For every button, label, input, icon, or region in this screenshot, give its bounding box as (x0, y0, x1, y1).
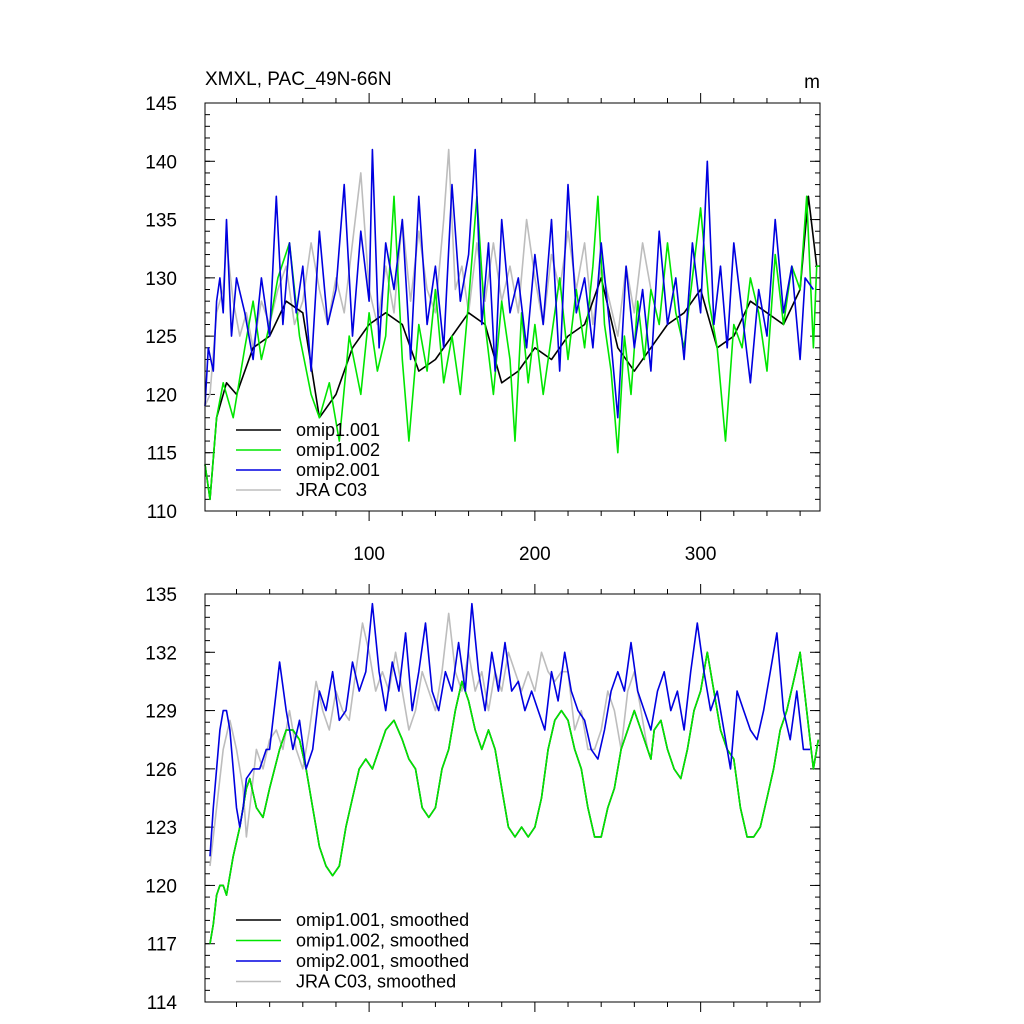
unit-label: m (804, 72, 820, 93)
top-x-tick-label: 200 (519, 544, 551, 565)
bottom-legend-label: omip2.001, smoothed (296, 951, 469, 971)
bottom-panel: 114 117 120 123 126 129 132 135 omip1.001, smoo… (145, 584, 821, 1014)
bottom-series-line-0 (209, 651, 820, 944)
bottom-y-tick-label: 132 (145, 643, 177, 664)
chart-title: XMXL, PAC_49N-66N (205, 69, 392, 90)
top-x-tick-label: 300 (685, 544, 717, 565)
top-y-tick-label: 130 (145, 269, 177, 290)
top-series-line-2 (204, 148, 815, 419)
top-legend-label: JRA C03 (296, 480, 367, 500)
bottom-axes: 114 117 120 123 126 129 132 135 (145, 584, 820, 1014)
top-y-tick-label: 115 (147, 444, 177, 465)
bottom-y-tick-label: 114 (147, 993, 178, 1014)
bottom-legend-label: omip1.001, smoothed (296, 910, 469, 930)
bottom-plot-frame (204, 593, 821, 1003)
bottom-y-tick-label: 135 (145, 585, 177, 606)
bottom-y-tick-label: 123 (145, 818, 177, 839)
top-legend-label: omip1.001 (296, 420, 380, 440)
top-x-tick-label: 100 (353, 544, 385, 565)
bottom-y-tick-label: 117 (147, 935, 177, 956)
top-y-tick-label: 120 (145, 385, 177, 406)
bottom-legend-label: omip1.002, smoothed (296, 931, 469, 951)
top-legend-label: omip2.001 (296, 460, 380, 480)
bottom-series-line-1 (209, 651, 820, 944)
top-y-tick-label: 110 (147, 502, 177, 523)
top-panel: XMXL, PAC_49N-66N m 110 115 120 125 130 135 14… (145, 69, 821, 565)
top-legend-label: omip1.002 (296, 440, 380, 460)
bottom-series-line-2 (209, 602, 811, 857)
top-y-tick-label: 145 (145, 94, 177, 115)
bottom-y-tick-label: 129 (145, 702, 177, 723)
bottom-y-tick-label: 126 (145, 760, 177, 781)
bottom-series-lines (209, 602, 820, 944)
bottom-legend-label: JRA C03, smoothed (296, 972, 456, 992)
top-axes: 110 115 120 125 130 135 140 145 100 200 300 (145, 93, 820, 565)
top-series-line-1 (204, 195, 820, 501)
top-y-tick-label: 140 (145, 152, 177, 173)
top-y-tick-label: 125 (145, 327, 177, 348)
top-y-tick-label: 135 (145, 211, 177, 232)
top-series-lines (204, 148, 820, 501)
bottom-y-tick-label: 120 (145, 876, 177, 897)
top-plot-frame (204, 102, 821, 512)
bottom-series-line-3 (209, 612, 649, 867)
